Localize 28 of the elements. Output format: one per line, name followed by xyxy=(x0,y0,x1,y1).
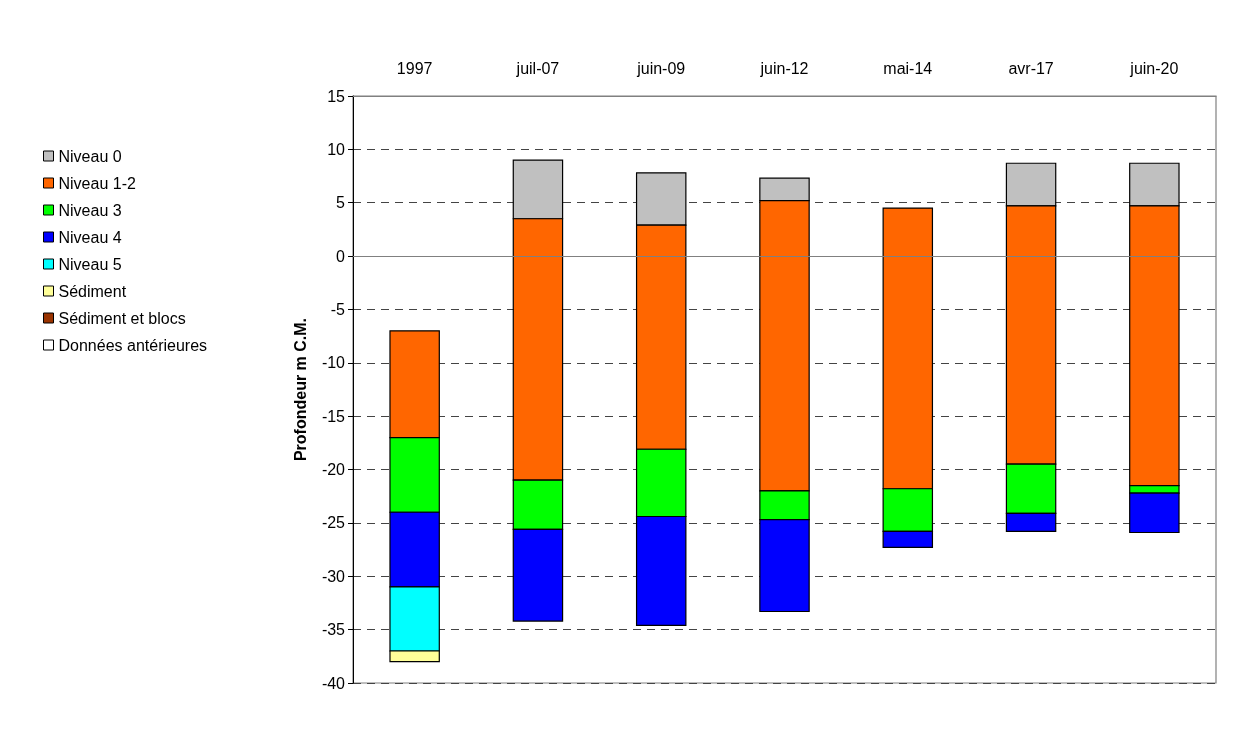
legend-label: Sédiment et blocs xyxy=(58,309,186,327)
legend-label: Niveau 3 xyxy=(58,201,122,219)
x-tick-label: avr-17 xyxy=(1008,59,1054,77)
x-tick-label: juin-12 xyxy=(759,59,809,77)
y-tick-label: -15 xyxy=(321,407,346,425)
y-tick-label: -25 xyxy=(321,514,346,532)
x-tick-label: juin-20 xyxy=(1129,59,1179,77)
y-tick-label: 5 xyxy=(336,194,346,212)
y-tick-label: 10 xyxy=(327,140,346,158)
legend-label: Niveau 0 xyxy=(58,147,122,165)
y-tick-label: -40 xyxy=(321,674,346,692)
y-tick-label: -30 xyxy=(321,567,346,585)
x-tick-label: juil-07 xyxy=(515,59,560,77)
legend-label: Niveau 1-2 xyxy=(58,174,136,192)
x-tick-label: 1997 xyxy=(396,59,433,77)
legend-label: Niveau 4 xyxy=(58,228,122,246)
y-tick-label: 15 xyxy=(327,87,346,105)
y-axis-title: Profondeur m C.M. xyxy=(291,317,309,462)
y-tick-label: -5 xyxy=(330,300,346,318)
y-tick-label: -20 xyxy=(321,461,346,479)
y-tick-label: -10 xyxy=(321,354,346,372)
legend-label: Niveau 5 xyxy=(58,255,122,273)
x-tick-label: juin-09 xyxy=(636,59,686,77)
x-tick-label: mai-14 xyxy=(883,59,933,77)
legend-label: Données antérieures xyxy=(58,336,208,354)
y-tick-label: -35 xyxy=(321,621,346,639)
legend-label: Sédiment xyxy=(58,282,127,300)
y-tick-label: 0 xyxy=(336,247,346,265)
